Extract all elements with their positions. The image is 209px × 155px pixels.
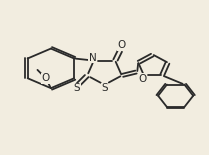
Text: S: S: [101, 83, 108, 93]
Text: S: S: [74, 83, 80, 93]
Text: N: N: [89, 53, 97, 63]
Text: O: O: [42, 73, 50, 83]
Text: O: O: [118, 40, 126, 50]
Text: O: O: [139, 74, 147, 84]
